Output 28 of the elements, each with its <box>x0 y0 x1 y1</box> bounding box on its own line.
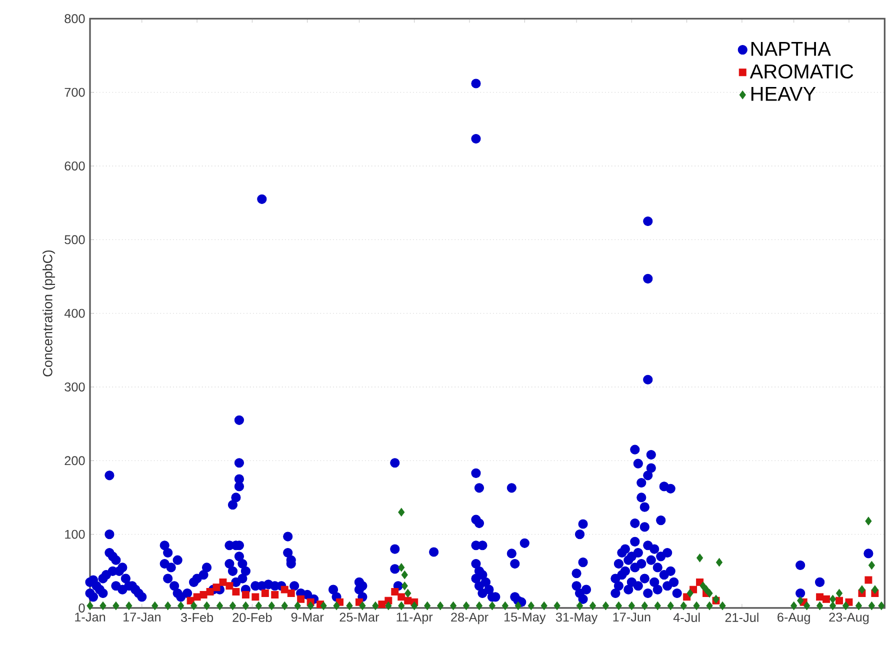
legend-label: NAPTHA <box>751 42 831 56</box>
x-tick-label: 15-May <box>504 612 546 624</box>
x-tick-label: 23-Aug <box>829 612 869 624</box>
y-tick-label: 100 <box>65 530 85 539</box>
x-tick-label: 17-Jun <box>613 612 650 622</box>
y-tick-label: 700 <box>64 88 85 97</box>
legend-label: HEAVY <box>751 87 816 101</box>
y-tick-label: 800 <box>64 14 85 24</box>
y-tick-label: 0 <box>78 604 85 612</box>
x-tick-label: 6-Aug <box>778 612 810 624</box>
x-tick-label: 25-Mar <box>340 612 380 622</box>
x-tick-label: 21-Jul <box>725 612 758 622</box>
y-tick-label: 500 <box>64 235 85 244</box>
y-tick-label: 600 <box>64 162 85 170</box>
x-tick-label: 3-Feb <box>180 612 214 622</box>
x-tick-label: 4-Jul <box>673 612 700 622</box>
x-tick-label: 28-Apr <box>451 612 488 624</box>
x-tick-label: 20-Feb <box>232 612 272 622</box>
x-tick-label: 9-Mar <box>291 612 324 622</box>
legend-label: AROMATIC <box>750 64 854 79</box>
y-tick-label: 200 <box>64 456 85 466</box>
y-tick-label: 400 <box>64 308 85 318</box>
x-tick-label: 11-Apr <box>396 612 433 624</box>
x-tick-label: 31-May <box>556 612 598 624</box>
x-tick-label: 1-Jan <box>75 612 106 622</box>
y-axis-title: Concentration (ppbC) <box>42 250 55 376</box>
y-tick-label: 300 <box>64 382 85 392</box>
x-tick-label: 17-Jan <box>123 612 160 622</box>
